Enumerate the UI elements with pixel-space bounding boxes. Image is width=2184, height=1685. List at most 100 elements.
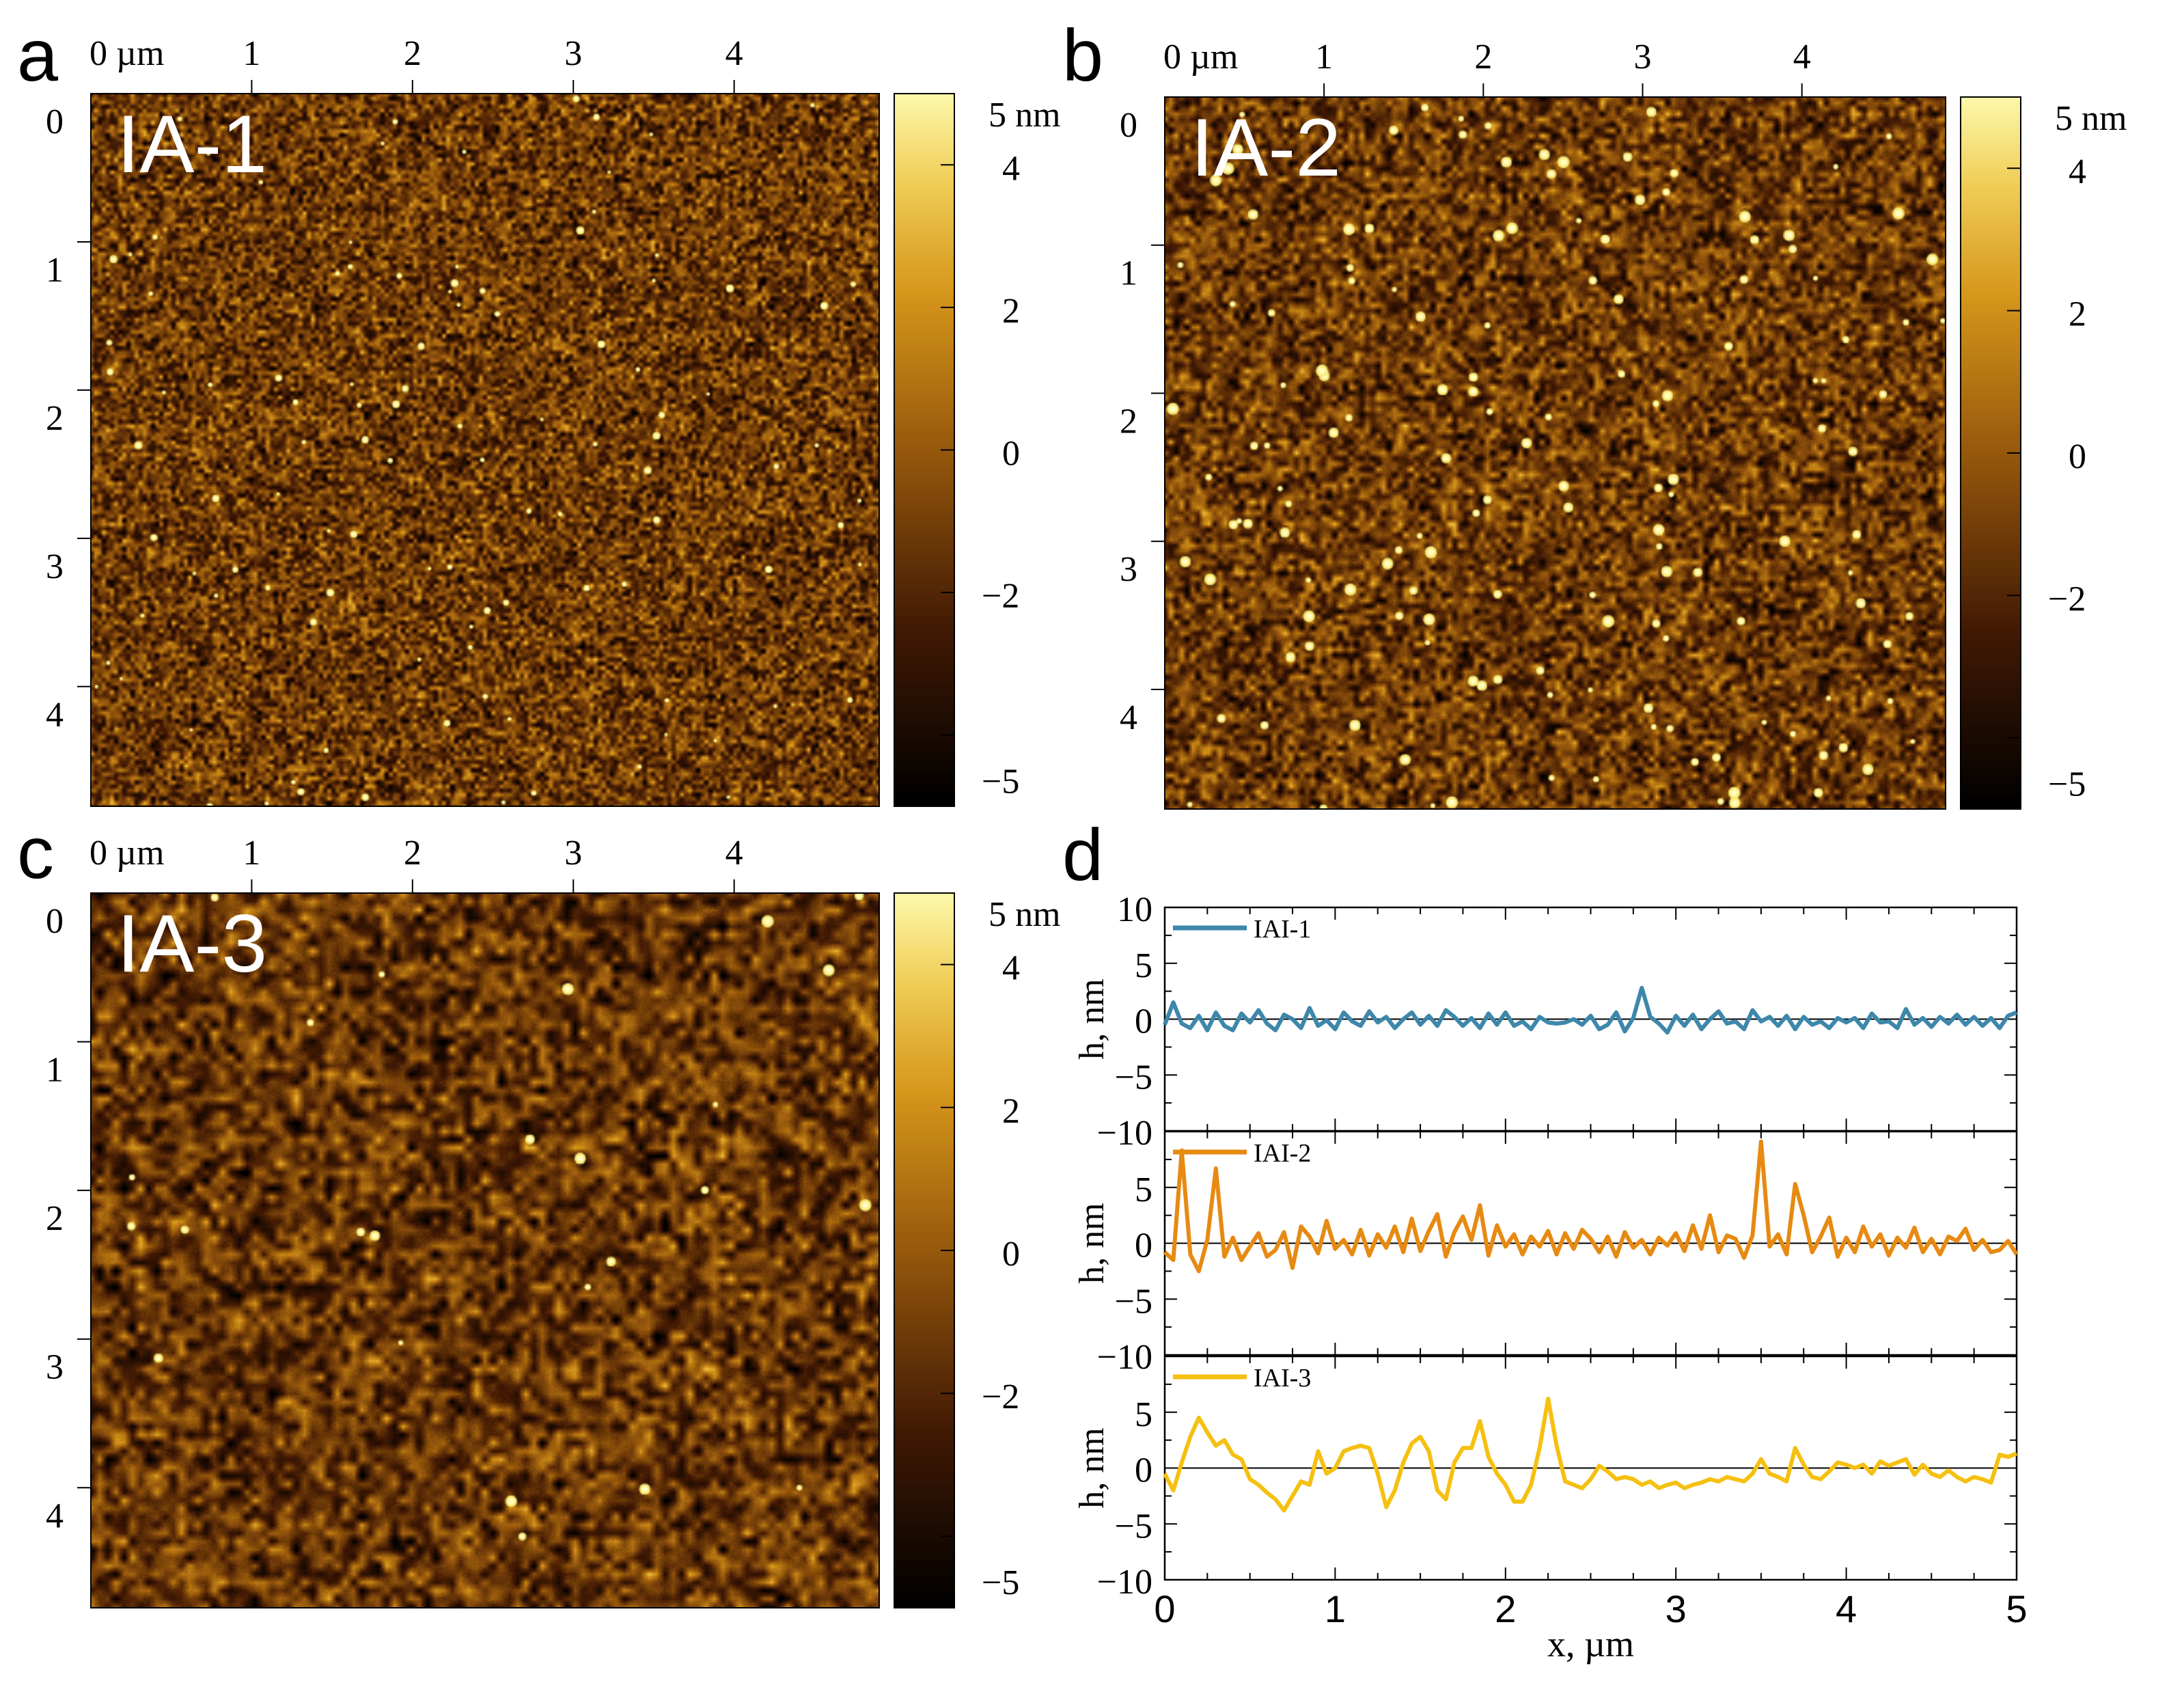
- sample-label: IA-1: [117, 98, 267, 190]
- y-tick-label: 10: [1117, 890, 1152, 929]
- profile-subplot: 5 0 −5 −10 h, nm IAI-3: [1073, 1355, 2018, 1602]
- y-tick-label: 0: [1135, 1451, 1152, 1490]
- afm-image: [91, 94, 879, 806]
- colorbar-tick-label: 2: [1002, 292, 1020, 331]
- colorbar-tick-label: 4: [1002, 949, 1020, 988]
- colorbar-tick-label: −5: [982, 1563, 1019, 1602]
- panel-letter: a: [17, 14, 59, 96]
- x-tick-label: 3: [1634, 38, 1652, 77]
- y-tick-label: 3: [1120, 550, 1137, 589]
- x-axis-origin-label: 0 µm: [1163, 38, 1238, 77]
- colorbar-tick-label: 2: [1002, 1092, 1020, 1131]
- y-axis-label: h, nm: [1073, 978, 1111, 1059]
- y-tick-label: 0: [1135, 1227, 1152, 1265]
- y-tick-label: 0: [1135, 1002, 1152, 1041]
- afm-image-frame: [1164, 96, 1946, 810]
- series-line-IAI-1: [1163, 985, 2018, 1035]
- colorbar-tick-label: 2: [2069, 295, 2086, 334]
- x-axis-origin-label: 0 µm: [89, 34, 164, 73]
- panel-letter: b: [1062, 14, 1103, 96]
- x-tick-label: 2: [404, 834, 421, 873]
- colorbar: 5 nm 4 2 0 −2 −5: [894, 892, 1060, 1608]
- y-tick-label: 2: [46, 399, 64, 438]
- x-tick-label: 0: [1154, 1587, 1175, 1630]
- y-tick-label: 4: [1120, 698, 1137, 737]
- y-tick-label: −10: [1097, 1114, 1152, 1153]
- y-tick-label: −5: [1115, 1058, 1152, 1097]
- x-tick-label: 4: [725, 34, 743, 73]
- colorbar-tick-label: −5: [2048, 765, 2086, 804]
- colorbar: 5 nm 4 2 0 −2 −5: [894, 93, 1060, 807]
- panel-b: b IA-2 0 µm 1 2 3 4 0 1 2 3 4 5 nm 4 2 0 −2 −5: [1062, 14, 2127, 810]
- x-tick-label: 1: [243, 34, 260, 73]
- colorbar-tick-label: 4: [2069, 152, 2086, 191]
- y-tick-label: 1: [46, 251, 64, 290]
- colorbar-tick-label: −2: [982, 577, 1019, 616]
- y-axis-label: h, nm: [1073, 1203, 1111, 1283]
- afm-image-frame: [90, 892, 880, 1608]
- colorbar-tick-label: −2: [982, 1378, 1019, 1416]
- y-tick-label: 5: [1135, 1170, 1152, 1209]
- colorbar-unit-label: 5 nm: [2055, 99, 2127, 138]
- afm-image: [91, 893, 879, 1608]
- x-tick-label: 4: [1836, 1587, 1857, 1630]
- y-tick-label: 1: [1120, 254, 1137, 293]
- colorbar: 5 nm 4 2 0 −2 −5: [1960, 96, 2127, 810]
- colorbar-tick-label: 4: [1002, 149, 1020, 188]
- colorbar-tick-label: 0: [1002, 1235, 1020, 1274]
- y-tick-label: −5: [1115, 1507, 1152, 1546]
- x-tick-label: 2: [1495, 1587, 1516, 1630]
- y-tick-label: 0: [46, 902, 64, 941]
- y-tick-label: 5: [1135, 1395, 1152, 1434]
- x-tick-label: 2: [404, 34, 421, 73]
- colorbar-tick-label: −5: [982, 762, 1019, 801]
- y-tick-label: 0: [46, 102, 64, 141]
- legend-entry: IAI-3: [1254, 1364, 1311, 1393]
- y-tick-label: −5: [1115, 1282, 1152, 1321]
- x-tick-label: 2: [1474, 38, 1492, 77]
- x-tick-label: 1: [243, 834, 260, 873]
- x-axis-origin-label: 0 µm: [89, 834, 164, 873]
- afm-image: [1165, 97, 1946, 809]
- afm-image-frame: [90, 93, 880, 807]
- x-tick-label: 4: [725, 834, 743, 873]
- sample-label: IA-2: [1191, 102, 1341, 193]
- y-tick-label: 3: [46, 1348, 64, 1387]
- y-tick-label: 2: [1120, 402, 1137, 441]
- x-tick-label: 1: [1325, 1587, 1346, 1630]
- x-tick-label: 4: [1793, 38, 1811, 77]
- x-tick-label: 5: [2006, 1587, 2027, 1630]
- y-tick-label: 3: [46, 547, 64, 586]
- legend-entry: IAI-1: [1254, 915, 1311, 944]
- x-tick-label: 1: [1315, 38, 1333, 77]
- y-tick-label: 2: [46, 1199, 64, 1238]
- series-line-IAI-3: [1163, 1397, 2018, 1513]
- y-tick-label: 0: [1120, 106, 1137, 145]
- legend-entry: IAI-2: [1254, 1139, 1311, 1168]
- colorbar-tick-label: 0: [1002, 435, 1020, 474]
- colorbar-unit-label: 5 nm: [989, 895, 1060, 934]
- y-tick-label: −10: [1097, 1563, 1152, 1602]
- series-line-IAI-2: [1163, 1139, 2019, 1274]
- colorbar-tick-label: 0: [2069, 437, 2086, 476]
- profile-subplot: 10 5 0 −5 −10 h, nm IAI-1: [1073, 890, 2018, 1153]
- y-tick-label: 5: [1135, 946, 1152, 985]
- y-tick-label: 1: [46, 1051, 64, 1090]
- x-axis-label: x, µm: [1547, 1624, 1634, 1665]
- y-tick-label: 4: [46, 696, 64, 735]
- y-axis-label: h, nm: [1073, 1427, 1111, 1508]
- y-tick-label: 4: [46, 1496, 64, 1535]
- y-tick-label: −10: [1097, 1338, 1152, 1377]
- panel-letter: c: [17, 811, 54, 894]
- x-tick-label: 3: [564, 34, 582, 73]
- sample-label: IA-3: [117, 898, 267, 989]
- profile-subplot: 5 0 −5 −10 h, nm IAI-2: [1073, 1130, 2019, 1377]
- x-tick-label: 3: [1665, 1587, 1687, 1630]
- panel-letter: d: [1062, 813, 1103, 896]
- panel-a: a IA-1 0 µm 1 2 3 4 0 1 2 3 4 5 nm 4 2 0 −2 −5: [17, 14, 1060, 807]
- colorbar-unit-label: 5 nm: [989, 96, 1060, 135]
- colorbar-tick-label: −2: [2048, 579, 2086, 618]
- panel-c: c IA-3 0 µm 1 2 3 4 0 1 2 3 4 5 nm 4 2 0 −2 −5: [17, 811, 1060, 1608]
